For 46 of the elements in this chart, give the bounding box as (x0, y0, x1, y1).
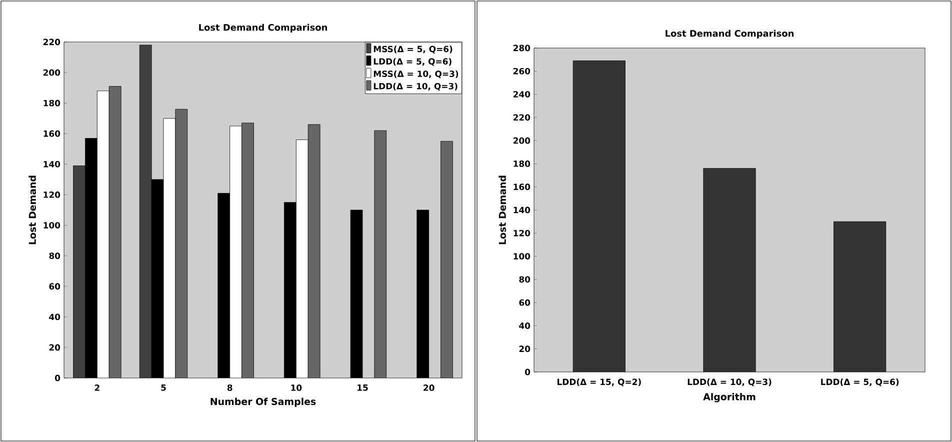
y-tick-label: 20 (519, 346, 530, 352)
legend-label: LDD(Δ = 10, Q=3) (374, 82, 458, 90)
y-tick-label: 180 (44, 100, 60, 106)
y-tick-label: 280 (513, 44, 530, 52)
y-tick-label: 60 (49, 283, 60, 290)
y-tick-label: 180 (514, 160, 530, 167)
y-tick-label: 0 (525, 368, 530, 376)
y-tick-label: 220 (43, 38, 60, 46)
y-axis-title: Lost Demand (28, 176, 36, 244)
x-tick-label: 8 (227, 384, 232, 391)
y-tick-label: 40 (519, 322, 530, 329)
y-tick-label: 100 (514, 253, 530, 260)
x-tick-label: LDD(Δ = 10, Q=3) (688, 378, 772, 386)
y-tick-label: 220 (513, 114, 530, 121)
y-tick-label: 140 (514, 206, 530, 214)
x-tick-label: LDD(Δ = 15, Q=2) (558, 378, 641, 386)
y-tick-label: 240 (513, 91, 530, 98)
x-tick-label: 20 (424, 384, 434, 391)
y-tick-label: 100 (44, 222, 60, 228)
y-tick-label: 160 (514, 184, 530, 190)
x-axis-title: Number Of Samples (210, 398, 316, 407)
y-tick-label: 200 (513, 137, 530, 144)
y-tick-label: 260 (513, 68, 530, 74)
legend-label: MSS(Δ = 10, Q=3) (374, 70, 458, 78)
y-tick-label: 200 (43, 69, 60, 76)
y-tick-label: 120 (44, 192, 60, 198)
legend-label: MSS(Δ = 5, Q=6) (374, 46, 452, 54)
y-tick-label: 60 (519, 299, 530, 306)
y-tick-label: 160 (44, 130, 60, 137)
y-tick-label: 20 (49, 344, 60, 351)
y-axis-title: Lost Demand (498, 176, 506, 244)
chart-title: Lost Demand Comparison (199, 24, 327, 32)
x-tick-label: LDD(Δ = 5, Q=6) (821, 378, 899, 386)
y-tick-label: 0 (54, 374, 60, 382)
x-axis-title: Algorithm (703, 393, 756, 402)
legend-label: LDD(Δ = 5, Q=6) (374, 58, 452, 66)
y-tick-label: 120 (514, 230, 530, 236)
y-tick-label: 140 (44, 160, 60, 168)
y-tick-label: 40 (49, 314, 60, 320)
y-tick-label: 80 (519, 276, 530, 283)
x-tick-label: 10 (291, 384, 302, 391)
x-tick-label: 5 (161, 384, 166, 391)
chart-title: Lost Demand Comparison (666, 30, 794, 38)
x-tick-label: 15 (358, 384, 368, 391)
y-tick-label: 80 (49, 252, 60, 260)
x-tick-label: 2 (94, 384, 100, 391)
